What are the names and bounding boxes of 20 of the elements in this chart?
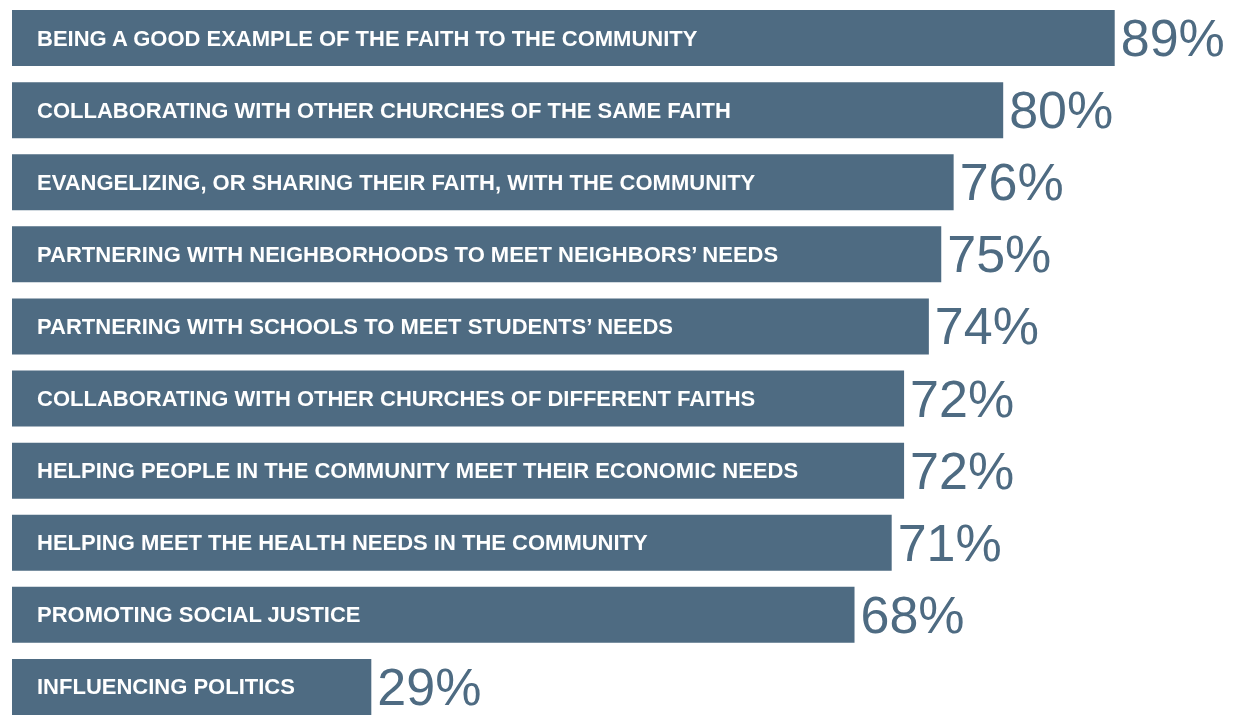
data-label: 76% [959, 153, 1064, 212]
y-tick-label: COLLABORATING WITH OTHER CHURCHES OF DIFFERENT FAITHS [37, 386, 756, 412]
data-label: 75% [947, 225, 1052, 284]
data-label: 68% [860, 585, 965, 644]
y-tick-label: PARTNERING WITH SCHOOLS TO MEET STUDENTS’ NEEDS [37, 313, 674, 339]
data-label: 89% [1120, 9, 1225, 68]
y-tick-label: EVANGELIZING, OR SHARING THEIR FAITH, WITH THE COMMUNITY [37, 169, 756, 195]
y-tick-label: COLLABORATING WITH OTHER CHURCHES OF THE SAME FAITH [37, 97, 731, 123]
data-label: 71% [897, 513, 1002, 572]
data-label: 72% [910, 369, 1015, 428]
data-label: 29% [377, 657, 482, 716]
data-label: 80% [1009, 81, 1114, 140]
y-tick-label: PROMOTING SOCIAL JUSTICE [37, 602, 361, 628]
y-tick-label: INFLUENCING POLITICS [37, 674, 295, 700]
y-tick-label: HELPING MEET THE HEALTH NEEDS IN THE COMMUNITY [37, 530, 649, 556]
data-label: 72% [910, 441, 1015, 500]
y-tick-label: BEING A GOOD EXAMPLE OF THE FAITH TO THE COMMUNITY [37, 25, 698, 51]
y-tick-label: PARTNERING WITH NEIGHBORHOODS TO MEET NEIGHBORS’ NEEDS [37, 241, 779, 267]
data-label: 74% [934, 297, 1039, 356]
y-tick-label: HELPING PEOPLE IN THE COMMUNITY MEET THEIR ECONOMIC NEEDS [37, 458, 799, 484]
